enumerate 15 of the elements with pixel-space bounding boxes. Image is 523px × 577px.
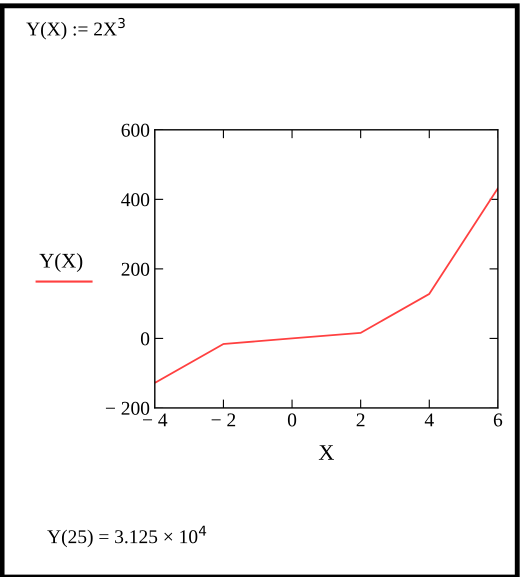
y-tick-label: 400 — [121, 193, 150, 206]
y-tick-label: 0 — [140, 332, 150, 346]
x-tick-label: 2 — [356, 413, 364, 426]
x-axis-title: X — [318, 445, 334, 460]
text: Y(25) = 3.125 × 10$^{4}$ — [47, 526, 206, 548]
y-tick-label: − 200 — [106, 402, 150, 415]
x-tick-label: − 2 — [212, 413, 236, 426]
text: Y(X) — [39, 253, 82, 272]
y-tick-label: 600 — [122, 124, 150, 137]
x-tick-label: 4 — [424, 413, 434, 426]
text: Y(X) := 2X$^{3}$ — [26, 18, 125, 40]
x-tick-label: 6 — [494, 413, 502, 426]
x-tick-label: 0 — [288, 413, 296, 426]
line-series — [154, 187, 498, 384]
y-tick-label: 200 — [122, 262, 150, 276]
